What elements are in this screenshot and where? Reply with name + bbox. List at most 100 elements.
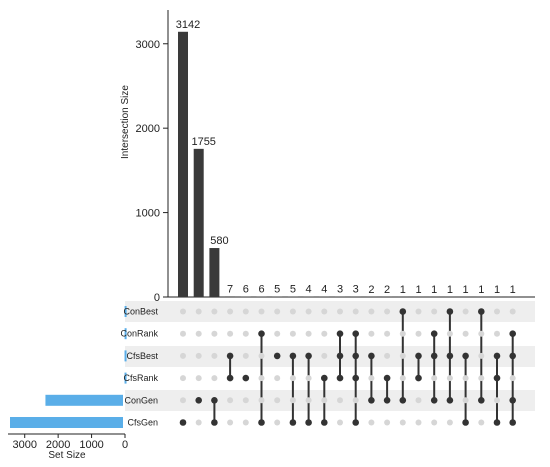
- intersection-bar-label: 1: [415, 284, 421, 296]
- matrix-dot-inactive: [384, 308, 391, 315]
- matrix-dot-active: [462, 419, 469, 426]
- matrix-dot-inactive: [195, 375, 202, 382]
- matrix-dot-inactive: [195, 308, 202, 315]
- matrix-dot-inactive: [368, 308, 375, 315]
- intersection-bar-label: 2: [384, 284, 390, 296]
- set-name-label: ConRank: [120, 329, 158, 339]
- matrix-dot-active: [399, 308, 407, 315]
- matrix-dot-inactive: [180, 330, 186, 337]
- matrix-dot-inactive: [305, 330, 312, 337]
- matrix-dot-active: [509, 397, 516, 404]
- matrix-dot-inactive: [478, 352, 485, 359]
- matrix-dot-inactive: [494, 330, 500, 337]
- matrix-dot-inactive: [415, 308, 422, 315]
- matrix-dot-inactive: [446, 375, 453, 382]
- matrix-dot-inactive: [289, 308, 296, 315]
- matrix-dot-active: [352, 330, 360, 338]
- intersection-bar: [256, 296, 267, 297]
- matrix-dot-inactive: [399, 375, 406, 382]
- set-size-bar: [10, 417, 123, 428]
- matrix-dot-active: [493, 352, 501, 360]
- intersection-bar-label: 4: [321, 284, 327, 296]
- matrix-dot-inactive: [431, 308, 438, 315]
- intersection-bar-label: 1: [463, 284, 469, 296]
- matrix-dot-active: [430, 397, 438, 404]
- matrix-dot-inactive: [462, 330, 469, 337]
- stripe-cfsbest: [125, 346, 535, 367]
- intersection-bar-label: 1: [494, 284, 500, 296]
- matrix-dot-active: [289, 352, 297, 360]
- matrix-dot-inactive: [368, 375, 375, 382]
- matrix-dot-active: [258, 419, 265, 426]
- matrix-dot-inactive: [446, 330, 453, 337]
- matrix-dot-inactive: [478, 375, 485, 382]
- matrix-dot-inactive: [399, 330, 406, 337]
- matrix-dot-inactive: [227, 330, 234, 337]
- matrix-dot-active: [273, 352, 281, 360]
- matrix-dot-inactive: [321, 397, 328, 404]
- matrix-dot-inactive: [180, 397, 186, 404]
- stripe-conbest: [125, 301, 535, 322]
- matrix-dot-inactive: [258, 352, 265, 359]
- matrix-dot-inactive: [289, 397, 296, 404]
- intersection-tick-label: 1000: [136, 208, 160, 220]
- matrix-dot-active: [321, 419, 328, 426]
- matrix-dot-inactive: [258, 375, 265, 382]
- matrix-dot-active: [336, 374, 344, 382]
- matrix-dot-active: [415, 374, 422, 382]
- matrix-dot-active: [321, 374, 328, 382]
- matrix-dot-inactive: [462, 308, 469, 315]
- matrix-dot-inactive: [211, 375, 218, 382]
- matrix-dot-inactive: [478, 330, 485, 337]
- matrix-dot-active: [226, 352, 234, 360]
- matrix-dot-inactive: [211, 308, 218, 315]
- matrix-dot-inactive: [274, 397, 281, 404]
- set-name-label: CfsBest: [126, 351, 158, 361]
- matrix-dot-inactive: [337, 397, 343, 404]
- set-size-bar: [124, 350, 127, 362]
- set-name-label: CfsRank: [123, 373, 158, 383]
- matrix-dot-active: [430, 352, 438, 360]
- stripe-congen: [125, 390, 535, 411]
- set-size-tick-label: 3000: [12, 439, 36, 451]
- matrix-dot-active: [336, 330, 344, 338]
- matrix-dot-active: [446, 352, 454, 360]
- matrix-dot-active: [430, 330, 438, 338]
- matrix-dot-inactive: [305, 308, 312, 315]
- intersection-bar-label: 4: [306, 284, 312, 296]
- intersection-bar-label: 1: [447, 284, 453, 296]
- matrix-dot-inactive: [368, 330, 375, 337]
- matrix-dot-inactive: [274, 330, 281, 337]
- intersection-bar-label: 1: [400, 284, 406, 296]
- matrix-dot-active: [336, 352, 344, 360]
- matrix-dot-inactive: [242, 397, 249, 404]
- matrix-dot-active: [509, 330, 516, 338]
- matrix-dot-inactive: [258, 397, 265, 404]
- matrix-dot-inactive: [399, 352, 406, 359]
- intersection-bar-label: 5: [274, 284, 280, 296]
- set-size-axis-title: Set Size: [48, 450, 86, 461]
- matrix-dot-active: [242, 374, 250, 382]
- matrix-dot-active: [352, 374, 360, 382]
- matrix-dot-inactive: [180, 375, 186, 382]
- intersection-bar: [193, 148, 204, 297]
- matrix-dot-inactive: [274, 308, 281, 315]
- matrix-dot-inactive: [242, 352, 249, 359]
- intersection-tick-label: 2000: [136, 123, 160, 135]
- matrix-dot-active: [226, 374, 234, 382]
- matrix-dot-active: [399, 397, 407, 404]
- set-name-label: ConBest: [123, 307, 158, 317]
- matrix-dot-inactive: [305, 397, 312, 404]
- matrix-dot-active: [289, 419, 297, 426]
- matrix-dot-inactive: [321, 330, 328, 337]
- matrix-dot-active: [509, 352, 516, 360]
- matrix-dot-inactive: [509, 308, 516, 315]
- matrix-dot-inactive: [289, 330, 296, 337]
- matrix-dot-inactive: [242, 308, 249, 315]
- matrix-dot-inactive: [321, 308, 328, 315]
- intersection-bar-label: 1: [478, 284, 484, 296]
- matrix-dot-inactive: [494, 397, 500, 404]
- matrix-dot-inactive: [337, 308, 343, 315]
- matrix-dot-inactive: [431, 419, 438, 426]
